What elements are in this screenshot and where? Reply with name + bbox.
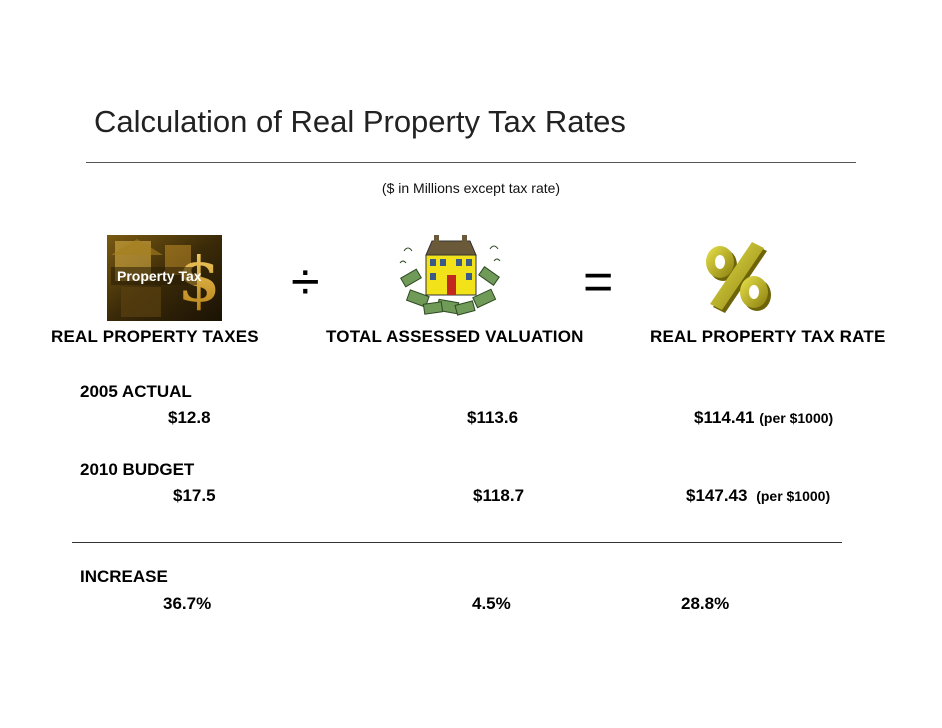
svg-text:Property Tax: Property Tax [117, 268, 202, 284]
row-label-2010-budget: 2010 BUDGET [80, 460, 195, 479]
value-increase-valuation: 4.5% [472, 594, 511, 613]
value-increase-taxes: 36.7% [163, 594, 212, 613]
page-title: Calculation of Real Property Tax Rates [94, 104, 626, 139]
subtitle: ($ in Millions except tax rate) [381, 180, 561, 196]
value-2005-taxes: $12.8 [168, 408, 211, 427]
percent-sign-image [700, 240, 778, 316]
value-increase-rate: 28.8% [681, 594, 730, 613]
value-2005-valuation: $113.6 [467, 408, 519, 427]
header-real-property-tax-rate: REAL PROPERTY TAX RATE [650, 327, 886, 346]
section-divider [72, 542, 842, 543]
rate-amount: $114.41 [694, 408, 755, 427]
value-2010-taxes: $17.5 [173, 486, 216, 505]
rate-amount: $147.43 [686, 486, 748, 505]
value-2010-rate: $147.43 (per $1000) [686, 486, 830, 506]
equals-operator: = [583, 253, 614, 311]
value-2010-valuation: $118.7 [473, 486, 525, 505]
title-divider [86, 162, 856, 163]
rate-unit: (per $1000) [756, 488, 831, 504]
header-real-property-taxes: REAL PROPERTY TAXES [51, 327, 259, 346]
house-money-image [398, 233, 504, 317]
header-total-assessed-valuation: TOTAL ASSESSED VALUATION [326, 327, 584, 346]
rate-unit: (per $1000) [759, 410, 834, 426]
row-label-2005-actual: 2005 ACTUAL [80, 382, 192, 401]
row-label-increase: INCREASE [80, 567, 168, 586]
divide-operator: ÷ [291, 253, 320, 311]
property-tax-image: $ Property Tax [107, 235, 222, 321]
value-2005-rate: $114.41 (per $1000) [694, 408, 833, 428]
